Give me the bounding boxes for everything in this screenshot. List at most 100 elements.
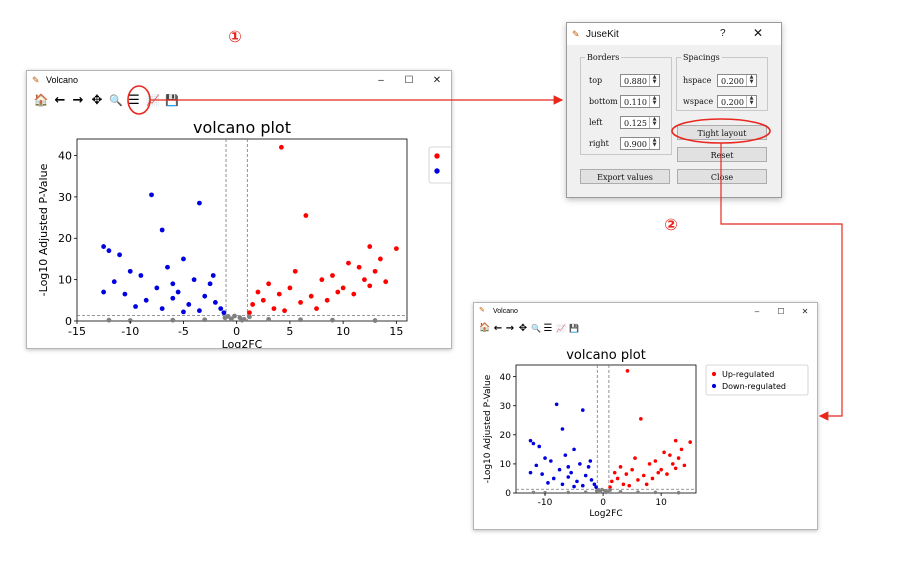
data-point	[260, 297, 266, 303]
data-point	[618, 465, 623, 469]
hspace-spinbox[interactable]: 0.200 ▲ ▼	[717, 74, 757, 87]
minimize-button[interactable]: –	[378, 74, 384, 86]
data-point	[610, 479, 614, 484]
data-point	[566, 490, 571, 495]
data-point	[212, 299, 218, 305]
back-icon[interactable]: ←	[493, 322, 503, 334]
pan-icon[interactable]: ✥	[518, 322, 528, 334]
data-point	[117, 252, 122, 258]
tight-layout-button[interactable]: Tight layout	[677, 125, 767, 140]
reset-button[interactable]: Reset	[677, 147, 767, 162]
data-point	[276, 291, 282, 297]
edit-axis-icon[interactable]: 📈	[556, 323, 566, 333]
zoom-icon[interactable]: 🔍	[109, 93, 123, 107]
app-icon: ✎	[572, 29, 580, 39]
data-point	[537, 444, 542, 449]
spin-arrows-icon[interactable]: ▲ ▼	[649, 75, 659, 86]
data-point	[653, 459, 658, 463]
home-icon[interactable]: 🏠	[479, 323, 491, 333]
data-point	[594, 485, 598, 489]
data-point	[340, 285, 346, 291]
y-tick-label: 0	[65, 315, 72, 328]
data-point	[665, 472, 669, 476]
close-button[interactable]: ✕	[801, 306, 809, 316]
data-point	[575, 479, 579, 484]
export-values-button[interactable]: Export values	[580, 169, 670, 184]
maximize-button[interactable]: ☐	[404, 74, 414, 86]
configure-subplots-icon[interactable]: ☰	[543, 322, 553, 334]
data-point	[335, 289, 341, 295]
y-tick-label: 10	[58, 273, 72, 286]
callout-step-1: ①	[228, 27, 242, 46]
data-point	[560, 427, 565, 431]
wspace-spinbox[interactable]: 0.200 ▲ ▼	[717, 95, 757, 108]
window-title: Volcano	[46, 75, 79, 85]
spin-arrows-icon[interactable]: ▲ ▼	[649, 117, 659, 128]
y-tick-label: 20	[500, 431, 512, 441]
y-axis-label: -Log10 Adjusted P-Value	[37, 163, 50, 296]
spin-arrows-icon[interactable]: ▲ ▼	[649, 96, 659, 107]
data-point	[210, 273, 216, 278]
back-icon[interactable]: ←	[54, 92, 66, 108]
y-tick-label: 20	[58, 232, 72, 245]
data-point	[181, 309, 186, 315]
save-icon[interactable]: 💾	[165, 93, 179, 107]
home-icon[interactable]: 🏠	[33, 93, 49, 107]
data-point	[662, 450, 666, 455]
zoom-icon[interactable]: 🔍	[531, 323, 541, 333]
spin-arrows-icon[interactable]: ▲ ▼	[746, 96, 756, 107]
data-point	[673, 466, 678, 471]
data-point	[612, 470, 617, 475]
data-point	[639, 417, 643, 421]
data-point	[367, 244, 373, 249]
data-point	[534, 463, 539, 468]
left-spinbox[interactable]: 0.125 ▲ ▼	[620, 116, 660, 129]
legend-label: Up-regulated	[722, 370, 774, 379]
data-point	[608, 488, 612, 492]
borders-group: Borders	[580, 53, 672, 155]
data-point	[247, 310, 252, 316]
data-point	[557, 467, 562, 472]
data-point	[186, 302, 192, 307]
series-0	[608, 369, 692, 489]
data-point	[330, 317, 335, 323]
spin-arrows-icon[interactable]: ▲ ▼	[649, 138, 659, 149]
configure-subplots-icon[interactable]: ☰	[128, 92, 140, 108]
save-icon[interactable]: 💾	[569, 323, 579, 333]
data-point	[330, 273, 335, 278]
right-spinbox[interactable]: 0.900 ▲ ▼	[620, 137, 660, 150]
data-point	[586, 465, 591, 469]
spacings-label: Spacings	[683, 53, 720, 62]
data-point	[644, 482, 649, 487]
maximize-button[interactable]: ☐	[777, 306, 785, 316]
data-point	[546, 481, 550, 485]
forward-icon[interactable]: →	[505, 322, 515, 334]
subplot-config-dialog: ✎ JuseKit ? ✕ Borders top 0.880 ▲ ▼ bottom…	[566, 22, 782, 198]
bottom-spinbox[interactable]: 0.110 ▲ ▼	[620, 95, 660, 108]
spacings-group: Spacings	[676, 53, 768, 111]
top-spinbox[interactable]: 0.880 ▲ ▼	[620, 74, 660, 87]
help-button[interactable]: ?	[720, 28, 726, 39]
close-dialog-button[interactable]: Close	[677, 169, 767, 184]
data-point	[175, 289, 181, 295]
dialog-close-icon[interactable]: ✕	[753, 26, 764, 40]
border-row-right: right	[589, 139, 609, 148]
plot-area	[76, 138, 408, 322]
data-point	[202, 293, 208, 299]
volcano-window-1: ✎ Volcano – ☐ ✕ 🏠 ← → ✥ 🔍 ☰ 📈 💾 volcano …	[26, 70, 452, 349]
toolbar: 🏠 ← → ✥ 🔍 ☰ 📈 💾	[31, 91, 181, 109]
minimize-button[interactable]: –	[754, 306, 760, 316]
pan-icon[interactable]: ✥	[91, 92, 103, 108]
data-point	[588, 459, 593, 463]
forward-icon[interactable]: →	[72, 92, 84, 108]
spin-arrows-icon[interactable]: ▲ ▼	[746, 75, 756, 86]
series-1	[528, 402, 598, 489]
data-point	[580, 483, 585, 488]
data-point	[372, 268, 378, 274]
border-row-top: top	[589, 76, 602, 85]
edit-axis-icon[interactable]: 📈	[146, 93, 160, 107]
data-point	[580, 408, 585, 412]
data-point	[250, 302, 256, 307]
y-tick-label: 0	[505, 489, 511, 499]
close-button[interactable]: ✕	[432, 74, 442, 86]
